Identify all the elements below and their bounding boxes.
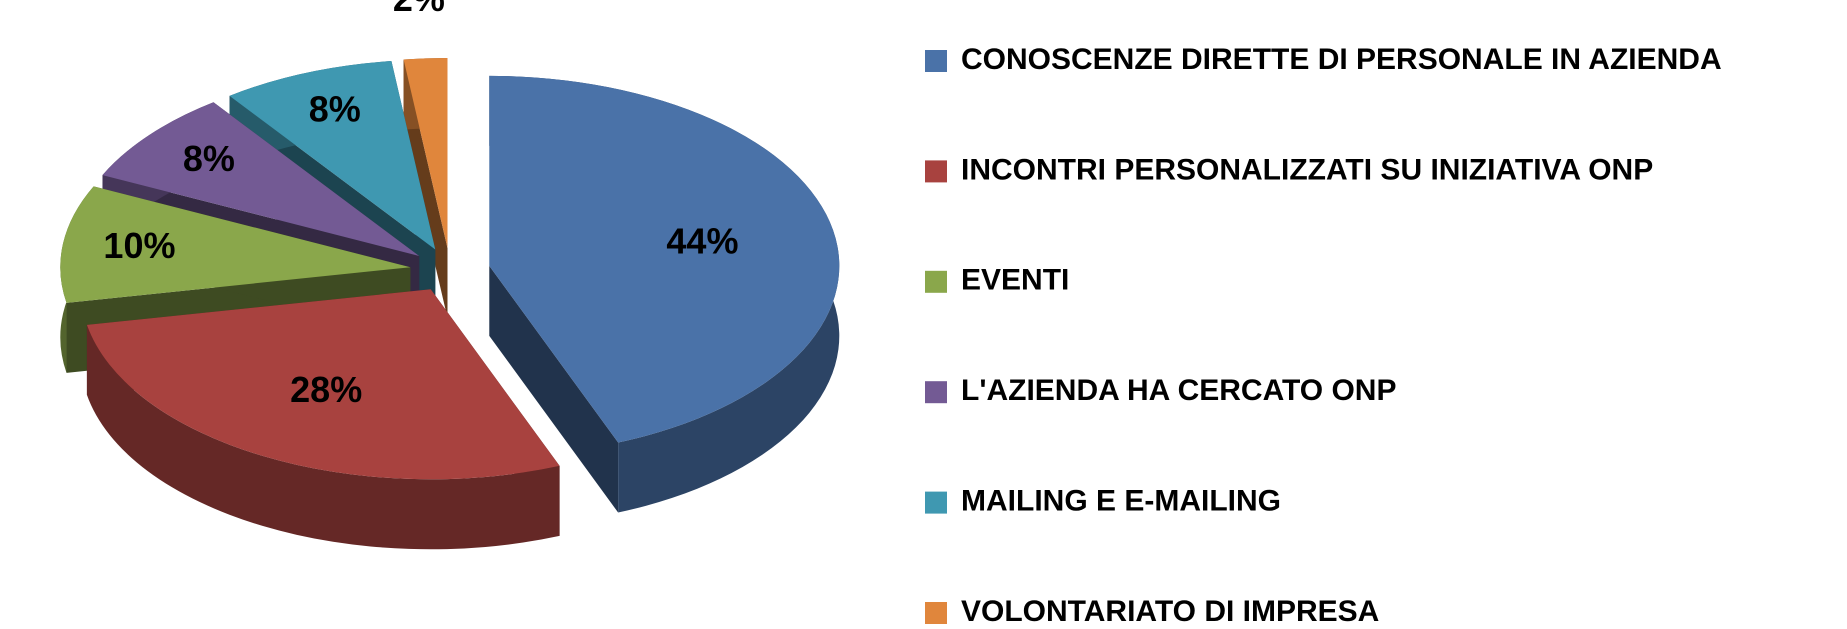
- legend-swatch: [925, 270, 947, 293]
- data-label: 44%: [666, 220, 738, 261]
- legend-label: EVENTI: [961, 264, 1069, 297]
- slice: [86, 289, 560, 480]
- slice: [489, 75, 840, 443]
- legend-swatch: [925, 160, 947, 183]
- slice-side: [86, 324, 560, 550]
- legend-label: L'AZIENDA HA CERCATO ONP: [961, 374, 1396, 407]
- slice: [60, 186, 411, 303]
- legend-swatch: [925, 50, 947, 72]
- legend-swatch: [925, 381, 947, 404]
- legend-label: MAILING E E-MAILING: [961, 485, 1281, 518]
- data-label: 28%: [290, 369, 362, 410]
- data-label: 2%: [393, 0, 445, 19]
- legend-swatch: [925, 491, 947, 514]
- slice: [102, 102, 420, 256]
- data-label: 10%: [103, 225, 175, 266]
- slice-wall: [489, 265, 619, 513]
- slice: [403, 58, 448, 249]
- legend-swatch: [925, 602, 947, 624]
- legend-label: CONOSCENZE DIRETTE DI PERSONALE IN AZIEN…: [961, 43, 1722, 76]
- legend-label: VOLONTARIATO DI IMPRESA: [961, 595, 1379, 628]
- data-label: 8%: [309, 88, 361, 129]
- data-label: 8%: [183, 138, 235, 179]
- pie: [60, 58, 840, 550]
- legend-label: INCONTRI PERSONALIZZATI SU INIZIATIVA ON…: [961, 153, 1653, 186]
- slice: [229, 61, 436, 250]
